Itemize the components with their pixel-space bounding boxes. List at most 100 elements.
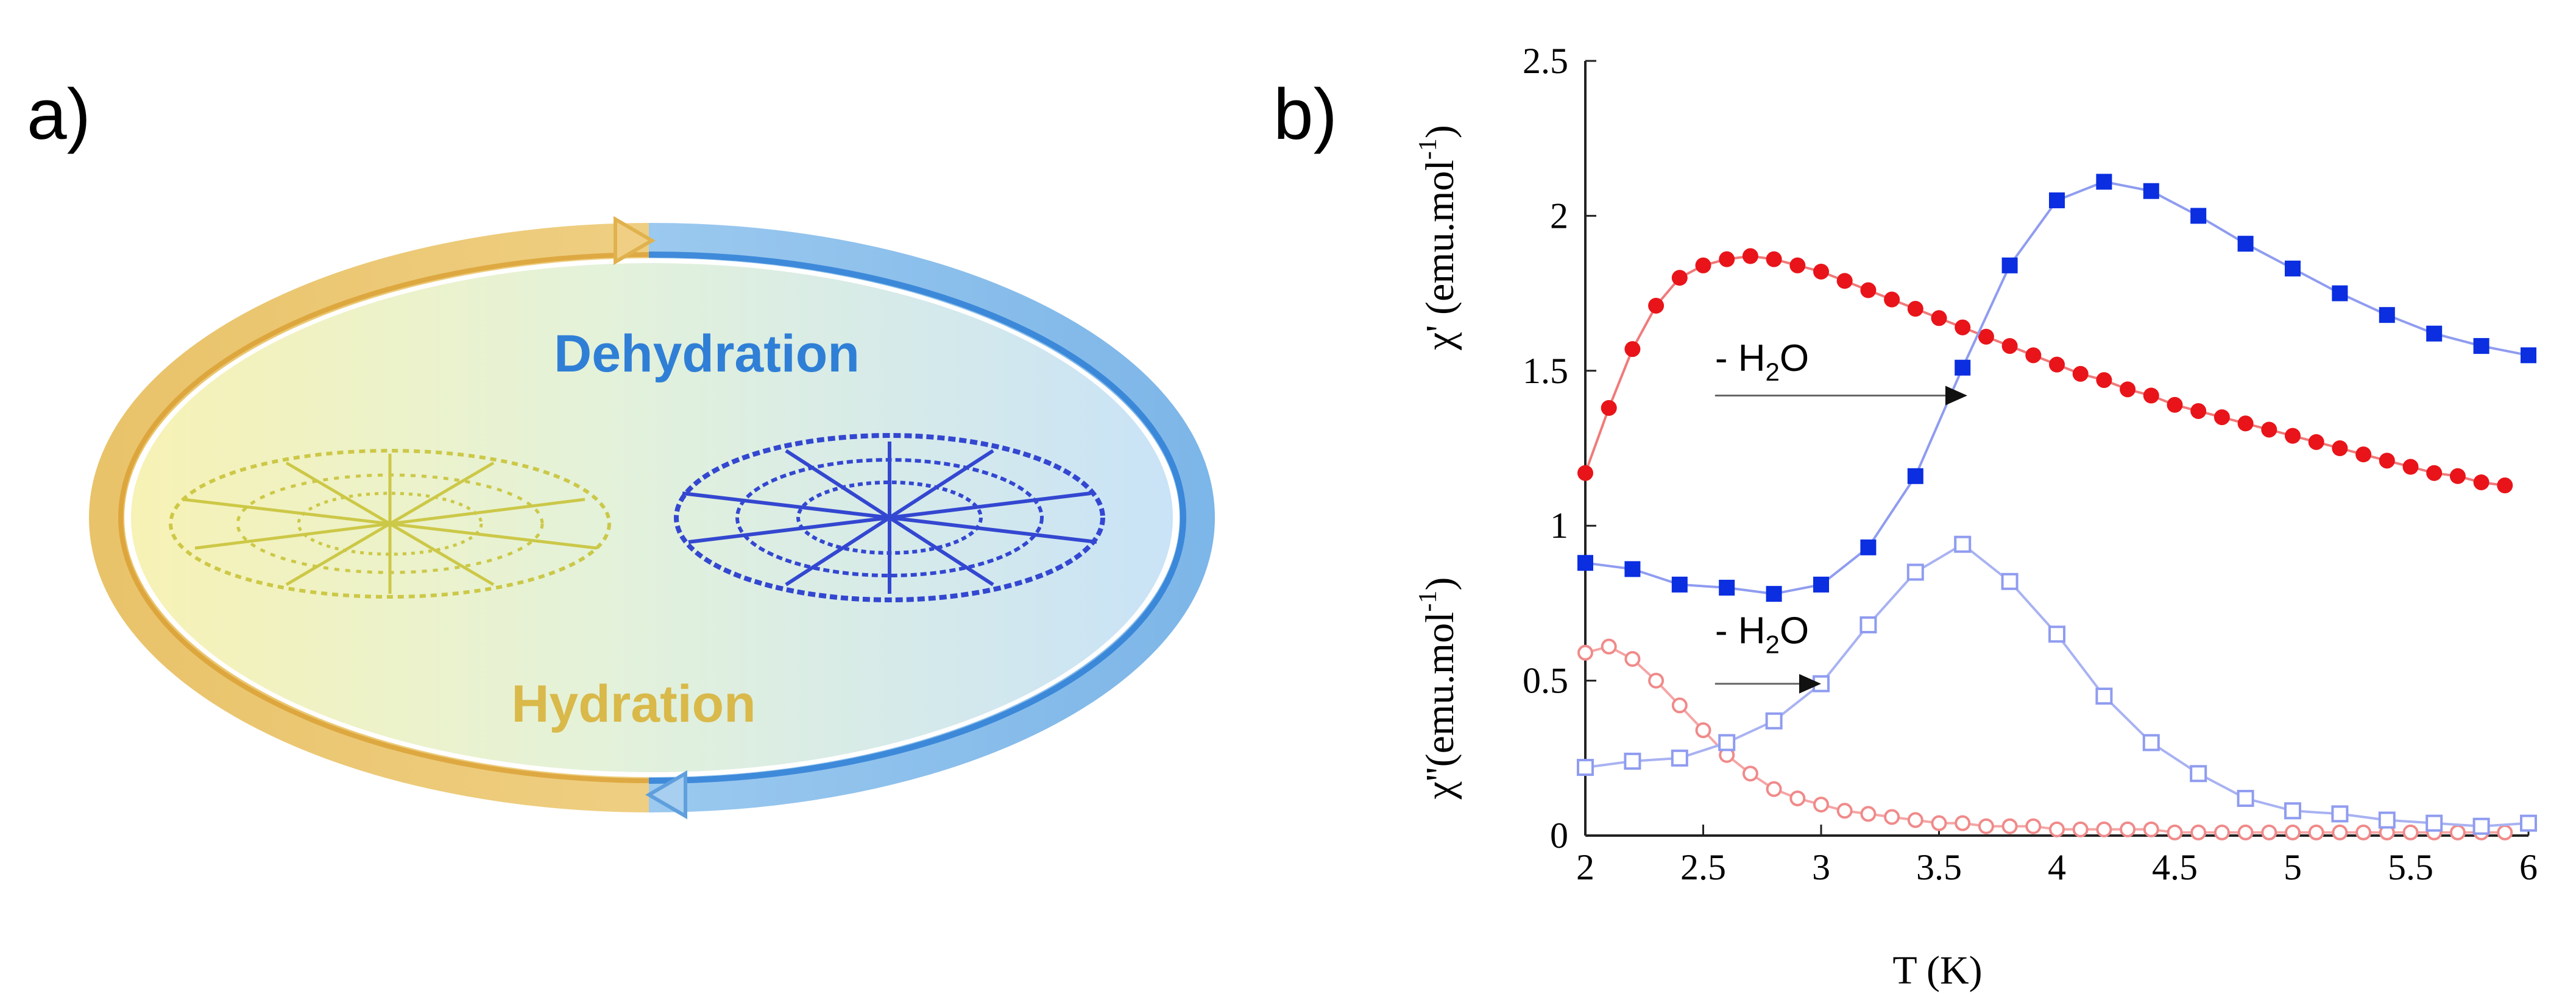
data-point bbox=[1577, 759, 1594, 776]
data-point bbox=[1978, 818, 1994, 834]
data-point bbox=[1648, 672, 1665, 689]
data-point bbox=[2284, 802, 2301, 820]
x-axis-label: T (K) bbox=[1892, 948, 1982, 993]
data-point bbox=[2025, 347, 2042, 364]
y-tick-label: 1 bbox=[1550, 505, 1568, 546]
data-point bbox=[1859, 616, 1877, 634]
data-point bbox=[1955, 359, 1971, 376]
data-point bbox=[2190, 208, 2207, 224]
data-point bbox=[1671, 576, 1688, 593]
data-point bbox=[2308, 824, 2324, 840]
series-line bbox=[1585, 645, 2505, 834]
data-point bbox=[2001, 257, 2018, 273]
data-point bbox=[1836, 273, 1853, 289]
data-point bbox=[1624, 341, 1641, 357]
series-2 bbox=[1577, 638, 2513, 840]
data-point bbox=[1601, 638, 1617, 655]
data-point bbox=[2213, 824, 2230, 840]
data-point bbox=[2473, 474, 2489, 490]
y-tick-label: 0 bbox=[1550, 815, 1568, 856]
data-point bbox=[2190, 403, 2207, 419]
data-point bbox=[2473, 338, 2489, 354]
data-point bbox=[1907, 812, 1923, 828]
x-tick-label: 5 bbox=[2284, 847, 2302, 887]
data-point bbox=[2449, 824, 2466, 840]
y-tick-label: 2.5 bbox=[1523, 41, 1568, 81]
x-tick-label: 5.5 bbox=[2388, 847, 2433, 887]
data-point bbox=[2048, 625, 2065, 643]
dehydration-label: Dehydration bbox=[554, 325, 860, 383]
data-point bbox=[2426, 814, 2443, 832]
data-point bbox=[1624, 650, 1641, 667]
data-point bbox=[2497, 824, 2513, 840]
data-point bbox=[2355, 824, 2372, 840]
data-point bbox=[2237, 236, 2254, 252]
data-point bbox=[1601, 400, 1617, 416]
data-point bbox=[1766, 586, 1782, 602]
annotation-1: - H2O bbox=[1714, 610, 1821, 694]
data-point bbox=[2072, 365, 2089, 382]
data-point bbox=[1978, 328, 1994, 345]
data-point bbox=[2520, 814, 2537, 832]
data-point bbox=[2402, 824, 2419, 840]
annotation-label: - H2O bbox=[1715, 610, 1809, 659]
data-point bbox=[2142, 734, 2160, 752]
data-point bbox=[2237, 789, 2254, 807]
data-point bbox=[2190, 824, 2207, 840]
panel-a-label: a) bbox=[27, 74, 91, 155]
data-point bbox=[1954, 535, 1972, 553]
data-point bbox=[2049, 821, 2065, 837]
data-point bbox=[2072, 821, 2089, 837]
annotation-label: - H2O bbox=[1715, 337, 1809, 386]
data-point bbox=[2049, 192, 2065, 208]
data-point bbox=[2025, 818, 2042, 834]
y-axis-label-lower: χ''(emu.mol-1) bbox=[1414, 577, 1462, 800]
data-point bbox=[1719, 251, 1735, 267]
x-tick-label: 2 bbox=[1576, 847, 1594, 887]
data-point bbox=[1766, 781, 1782, 797]
cycle-background bbox=[131, 263, 1173, 772]
data-point bbox=[2426, 465, 2443, 481]
data-point bbox=[1742, 766, 1758, 782]
cycle-arrow-icon bbox=[89, 216, 1215, 820]
hydration-cycle-diagram: Dehydration Hydration bbox=[89, 216, 1215, 820]
data-point bbox=[1813, 263, 1829, 280]
data-point bbox=[2095, 688, 2113, 705]
panel-b-label: b) bbox=[1273, 74, 1337, 155]
data-point bbox=[1907, 301, 1923, 317]
data-point bbox=[2379, 307, 2395, 323]
data-point bbox=[1695, 722, 1711, 739]
data-point bbox=[1789, 790, 1806, 806]
y-tick-label: 0.5 bbox=[1523, 661, 1568, 701]
data-point bbox=[2096, 821, 2112, 837]
data-point bbox=[1955, 815, 1971, 831]
data-point bbox=[2096, 174, 2112, 190]
data-point bbox=[1671, 270, 1688, 286]
data-point bbox=[1624, 561, 1641, 577]
data-point bbox=[1648, 297, 1665, 314]
data-point bbox=[2449, 468, 2466, 484]
data-point bbox=[1671, 697, 1688, 714]
data-point bbox=[2049, 356, 2065, 373]
data-point bbox=[2001, 572, 2019, 590]
data-point bbox=[1719, 579, 1735, 596]
data-point bbox=[2167, 396, 2183, 413]
data-point bbox=[2143, 183, 2159, 199]
annotation-0: - H2O bbox=[1714, 337, 1967, 406]
x-tick-label: 4 bbox=[2048, 847, 2066, 887]
data-point bbox=[2190, 765, 2207, 783]
data-point bbox=[2237, 415, 2254, 432]
data-point bbox=[2332, 824, 2348, 840]
data-point bbox=[1577, 555, 1593, 571]
x-tick-label: 2.5 bbox=[1680, 847, 1726, 887]
data-point bbox=[2285, 428, 2301, 444]
data-point bbox=[2308, 434, 2324, 450]
series-3 bbox=[1577, 535, 2537, 835]
data-point bbox=[1813, 797, 1829, 813]
data-point bbox=[2001, 338, 2018, 354]
data-point bbox=[2331, 805, 2349, 823]
series-1 bbox=[1577, 174, 2536, 602]
molecular-structure-icon bbox=[169, 449, 611, 599]
data-point bbox=[1718, 734, 1736, 752]
data-point bbox=[2426, 325, 2443, 342]
